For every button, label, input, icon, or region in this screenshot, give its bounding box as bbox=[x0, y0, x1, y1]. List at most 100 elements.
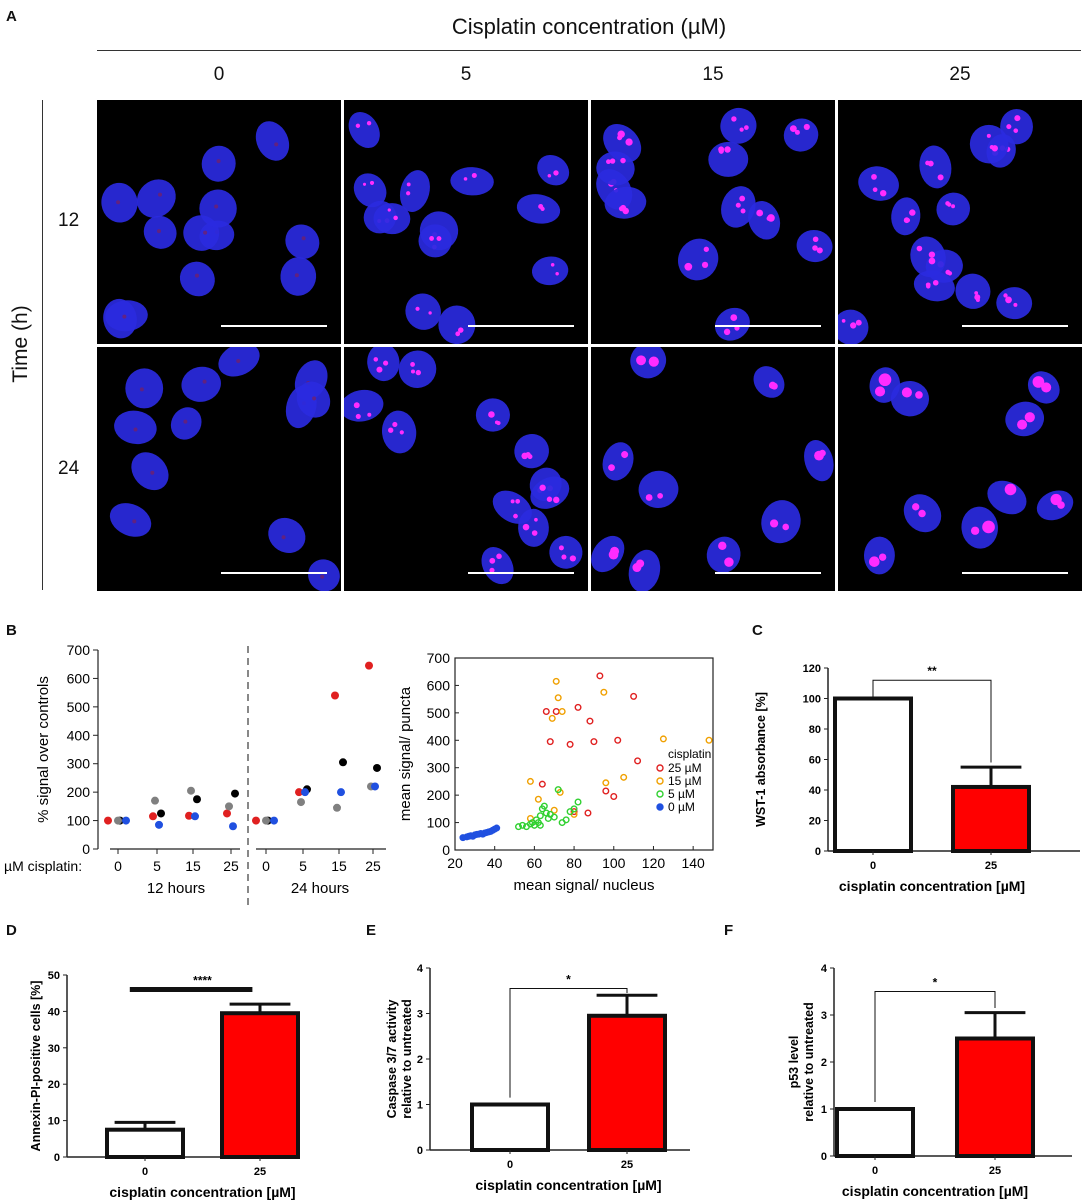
nucleus bbox=[405, 293, 441, 330]
data-point bbox=[554, 694, 562, 702]
puncta bbox=[547, 174, 552, 178]
puncta bbox=[531, 530, 538, 536]
nucleus bbox=[677, 238, 719, 281]
y-tick-label: 20 bbox=[809, 816, 821, 828]
x-tick-label: 15 bbox=[185, 858, 201, 874]
puncta bbox=[657, 493, 664, 499]
data-point bbox=[231, 789, 239, 798]
x-tick-label: 40 bbox=[487, 855, 503, 871]
data-point bbox=[552, 707, 560, 715]
puncta bbox=[383, 360, 389, 366]
significance-bracket bbox=[872, 679, 992, 763]
nucleus bbox=[105, 300, 148, 332]
nucleus bbox=[1000, 108, 1033, 145]
puncta bbox=[770, 382, 778, 390]
y-axis-label: WST-1 absorbance [%] bbox=[754, 692, 768, 827]
puncta bbox=[406, 191, 411, 196]
puncta bbox=[463, 177, 468, 181]
nucleus bbox=[438, 305, 476, 344]
x-tick-label: 0 bbox=[262, 858, 270, 874]
y-tick-label: 0 bbox=[442, 842, 450, 858]
puncta bbox=[872, 187, 878, 193]
nucleus bbox=[591, 535, 625, 573]
nucleus bbox=[706, 536, 741, 573]
panel-f-label: F bbox=[724, 922, 734, 939]
data-point bbox=[526, 777, 534, 785]
y-tick-label: 4 bbox=[821, 963, 828, 975]
nucleus bbox=[170, 407, 202, 440]
y-tick-label: 0 bbox=[54, 1152, 60, 1164]
legend-marker bbox=[656, 764, 664, 772]
puncta bbox=[428, 311, 432, 315]
puncta bbox=[901, 387, 912, 398]
data-point bbox=[151, 796, 159, 805]
data-point bbox=[193, 795, 201, 804]
data-point bbox=[566, 740, 574, 748]
data-point bbox=[600, 688, 608, 696]
nucleus bbox=[518, 508, 549, 547]
nucleus bbox=[531, 256, 569, 286]
y-tick-label: 120 bbox=[803, 663, 821, 675]
puncta bbox=[927, 160, 934, 167]
nucleus bbox=[761, 500, 801, 544]
x-axis-label: mean signal/ nucleus bbox=[514, 877, 655, 894]
y-tick-label: 0 bbox=[815, 846, 821, 858]
x-tick-label: 120 bbox=[642, 855, 666, 871]
y-tick-label: 10 bbox=[48, 1116, 60, 1128]
y-tick-label: 0 bbox=[82, 841, 90, 857]
x-tick-label: 25 bbox=[365, 858, 381, 874]
x-axis-label: cisplatin concentration [µM] bbox=[842, 1183, 1028, 1199]
y-axis-label: Annexin-PI-positive cells [%] bbox=[29, 981, 43, 1152]
nucleus bbox=[201, 145, 236, 182]
x-tick-label: 25 bbox=[223, 858, 239, 874]
puncta bbox=[756, 209, 764, 217]
puncta bbox=[620, 157, 626, 164]
nucleus bbox=[199, 189, 237, 228]
puncta bbox=[410, 362, 415, 367]
significance-bracket bbox=[509, 987, 628, 1098]
significance-marker: ** bbox=[927, 664, 937, 678]
puncta bbox=[539, 484, 546, 491]
nucleus bbox=[516, 194, 561, 224]
puncta bbox=[415, 369, 421, 376]
x-tick-label: 100 bbox=[602, 855, 626, 871]
micrograph-t24-c15 bbox=[591, 347, 835, 591]
data-point bbox=[550, 813, 558, 821]
puncta bbox=[393, 215, 398, 221]
data-point bbox=[339, 758, 347, 767]
puncta bbox=[975, 298, 980, 303]
nucleus bbox=[638, 470, 679, 508]
data-point bbox=[185, 811, 193, 820]
data-point bbox=[149, 812, 157, 821]
puncta bbox=[636, 355, 647, 366]
significance-marker: **** bbox=[193, 974, 212, 988]
puncta bbox=[724, 557, 734, 567]
puncta bbox=[740, 208, 746, 214]
puncta bbox=[489, 557, 496, 564]
puncta bbox=[906, 218, 911, 223]
y-tick-label: 3 bbox=[417, 1009, 423, 1021]
y-tick-label: 2 bbox=[821, 1057, 827, 1069]
panel-e-label: E bbox=[366, 922, 377, 939]
nucleus bbox=[753, 366, 785, 398]
scale-bar bbox=[221, 572, 327, 574]
puncta bbox=[1024, 412, 1035, 423]
micrograph-t12-c0 bbox=[97, 100, 341, 344]
significance-marker: * bbox=[933, 976, 938, 990]
data-point bbox=[536, 821, 544, 829]
puncta bbox=[735, 202, 741, 208]
bar bbox=[105, 1127, 185, 1159]
puncta bbox=[744, 125, 749, 130]
nucleus bbox=[125, 368, 164, 409]
puncta bbox=[1006, 124, 1012, 130]
y-axis-label: relative to untreated bbox=[802, 1002, 816, 1121]
nucleus bbox=[537, 154, 570, 186]
data-point bbox=[104, 816, 112, 825]
puncta bbox=[918, 509, 926, 518]
group-label-12h: 12 hours bbox=[147, 880, 205, 897]
nucleus bbox=[1036, 490, 1074, 521]
puncta bbox=[684, 262, 693, 271]
data-point bbox=[534, 795, 542, 803]
data-point bbox=[610, 793, 618, 801]
data-point bbox=[187, 786, 195, 795]
